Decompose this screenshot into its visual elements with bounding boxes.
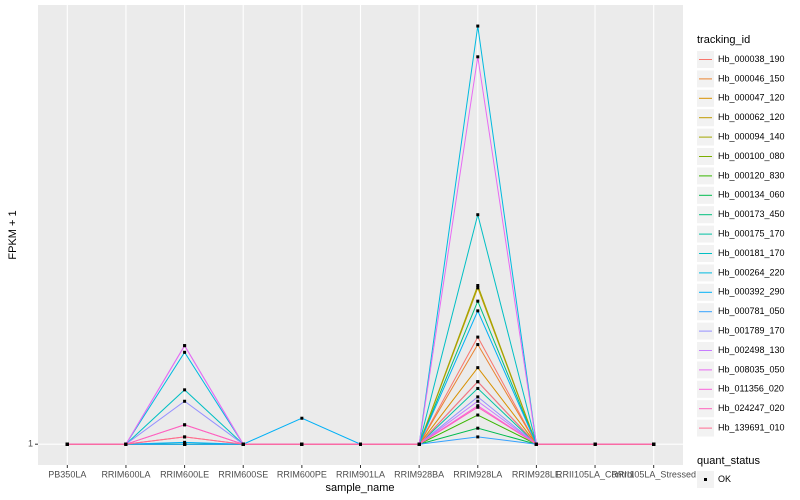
data-point xyxy=(476,366,480,370)
data-point xyxy=(183,350,187,354)
legend-label: Hb_000038_190 xyxy=(718,54,785,64)
data-point xyxy=(476,286,480,290)
data-point xyxy=(241,442,245,446)
x-tick-label: RRII105LA_Control xyxy=(556,469,634,479)
legend-label: Hb_000264_220 xyxy=(718,267,785,277)
data-point xyxy=(476,299,480,303)
legend-label: Hb_011356_020 xyxy=(718,384,784,394)
x-tick-label: RRIM600LE xyxy=(160,469,209,479)
x-tick-label: RRIM600LA xyxy=(101,469,150,479)
data-point xyxy=(124,442,128,446)
legend-label: Hb_000173_450 xyxy=(718,209,785,219)
legend-swatch xyxy=(704,478,707,481)
y-axis-label: FPKM + 1 xyxy=(7,210,19,259)
data-point xyxy=(476,283,480,287)
legend-label: Hb_000175_170 xyxy=(718,228,785,238)
data-point xyxy=(652,442,656,446)
data-point xyxy=(183,423,187,427)
x-tick-label: RRIM600PE xyxy=(277,469,327,479)
y-tick-label: 1 xyxy=(28,439,33,449)
data-point xyxy=(183,442,187,446)
data-point xyxy=(300,442,304,446)
legend-label: Hb_000100_080 xyxy=(718,151,785,161)
legend-label: Hb_139691_010 xyxy=(718,422,785,432)
data-point xyxy=(417,442,421,446)
legend-label: Hb_000094_140 xyxy=(718,131,785,141)
data-point xyxy=(476,213,480,217)
data-point xyxy=(476,386,480,390)
data-point xyxy=(476,24,480,28)
data-point xyxy=(65,442,69,446)
data-point xyxy=(476,55,480,59)
legend-label: Hb_000047_120 xyxy=(718,93,785,103)
x-tick-label: RRIM901LA xyxy=(336,469,385,479)
data-point xyxy=(476,405,480,409)
data-point xyxy=(183,399,187,403)
legend-label: Hb_000781_050 xyxy=(718,306,785,316)
data-point xyxy=(476,335,480,339)
legend-label: Hb_000120_830 xyxy=(718,170,785,180)
data-point xyxy=(534,442,538,446)
x-tick-label: PB350LA xyxy=(48,469,86,479)
data-point xyxy=(476,343,480,347)
legend-label: Hb_000181_170 xyxy=(718,248,785,258)
x-tick-label: RRIM928LA xyxy=(453,469,502,479)
data-point xyxy=(183,440,187,444)
legend-label: Hb_002498_130 xyxy=(718,345,785,355)
data-point xyxy=(476,426,480,430)
data-point xyxy=(593,442,597,446)
x-tick-label: RRIM928BA xyxy=(394,469,444,479)
legend-label: Hb_001789_170 xyxy=(718,325,785,335)
legend-title: quant_status xyxy=(697,455,760,467)
legend-label: OK xyxy=(718,474,731,484)
data-point xyxy=(476,413,480,417)
data-point xyxy=(300,416,304,420)
legend-title: tracking_id xyxy=(697,34,750,46)
data-point xyxy=(476,399,480,403)
x-tick-label: RRII105LA_Stressed xyxy=(611,469,696,479)
data-point xyxy=(183,344,187,348)
x-tick-label: RRIM928LE xyxy=(512,469,561,479)
legend-label: Hb_000392_290 xyxy=(718,287,785,297)
data-point xyxy=(476,435,480,439)
legend-label: Hb_000046_150 xyxy=(718,73,785,83)
data-point xyxy=(476,395,480,399)
data-point xyxy=(476,380,480,384)
data-point xyxy=(476,309,480,313)
x-axis-label: sample_name xyxy=(325,482,394,494)
legend-label: Hb_000134_060 xyxy=(718,190,785,200)
data-point xyxy=(359,442,362,446)
x-tick-label: RRIM600SE xyxy=(218,469,268,479)
legend-label: Hb_008035_050 xyxy=(718,364,785,374)
legend-label: Hb_000062_120 xyxy=(718,112,785,122)
data-point xyxy=(476,404,480,408)
data-point xyxy=(183,388,187,392)
data-point xyxy=(183,435,187,439)
legend-label: Hb_024247_020 xyxy=(718,403,785,413)
